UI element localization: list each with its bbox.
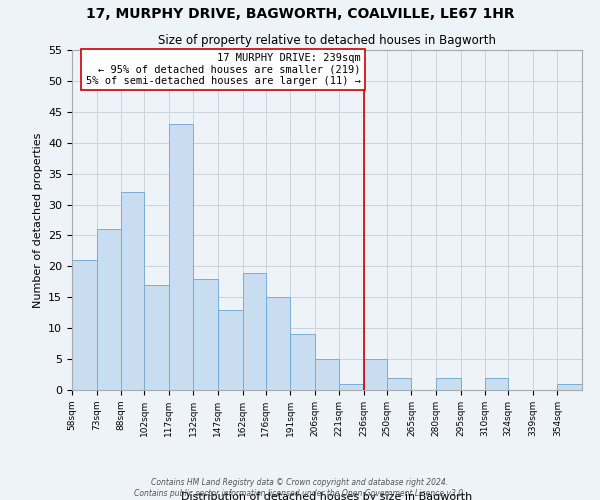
Bar xyxy=(485,378,508,390)
Bar xyxy=(387,378,412,390)
Bar xyxy=(72,260,97,390)
Bar xyxy=(315,359,339,390)
Bar xyxy=(557,384,582,390)
Bar xyxy=(242,272,266,390)
Y-axis label: Number of detached properties: Number of detached properties xyxy=(32,132,43,308)
Text: Contains HM Land Registry data © Crown copyright and database right 2024.
Contai: Contains HM Land Registry data © Crown c… xyxy=(134,478,466,498)
Bar xyxy=(364,359,387,390)
Bar xyxy=(339,384,364,390)
Bar xyxy=(97,230,121,390)
Bar xyxy=(169,124,193,390)
Bar xyxy=(436,378,461,390)
Bar xyxy=(218,310,242,390)
Text: 17, MURPHY DRIVE, BAGWORTH, COALVILLE, LE67 1HR: 17, MURPHY DRIVE, BAGWORTH, COALVILLE, L… xyxy=(86,8,514,22)
Bar xyxy=(144,285,169,390)
Bar xyxy=(121,192,144,390)
Text: 17 MURPHY DRIVE: 239sqm
← 95% of detached houses are smaller (219)
5% of semi-de: 17 MURPHY DRIVE: 239sqm ← 95% of detache… xyxy=(86,53,361,86)
Bar xyxy=(266,298,290,390)
Bar xyxy=(290,334,315,390)
X-axis label: Distribution of detached houses by size in Bagworth: Distribution of detached houses by size … xyxy=(181,492,473,500)
Title: Size of property relative to detached houses in Bagworth: Size of property relative to detached ho… xyxy=(158,34,496,48)
Bar xyxy=(193,278,218,390)
